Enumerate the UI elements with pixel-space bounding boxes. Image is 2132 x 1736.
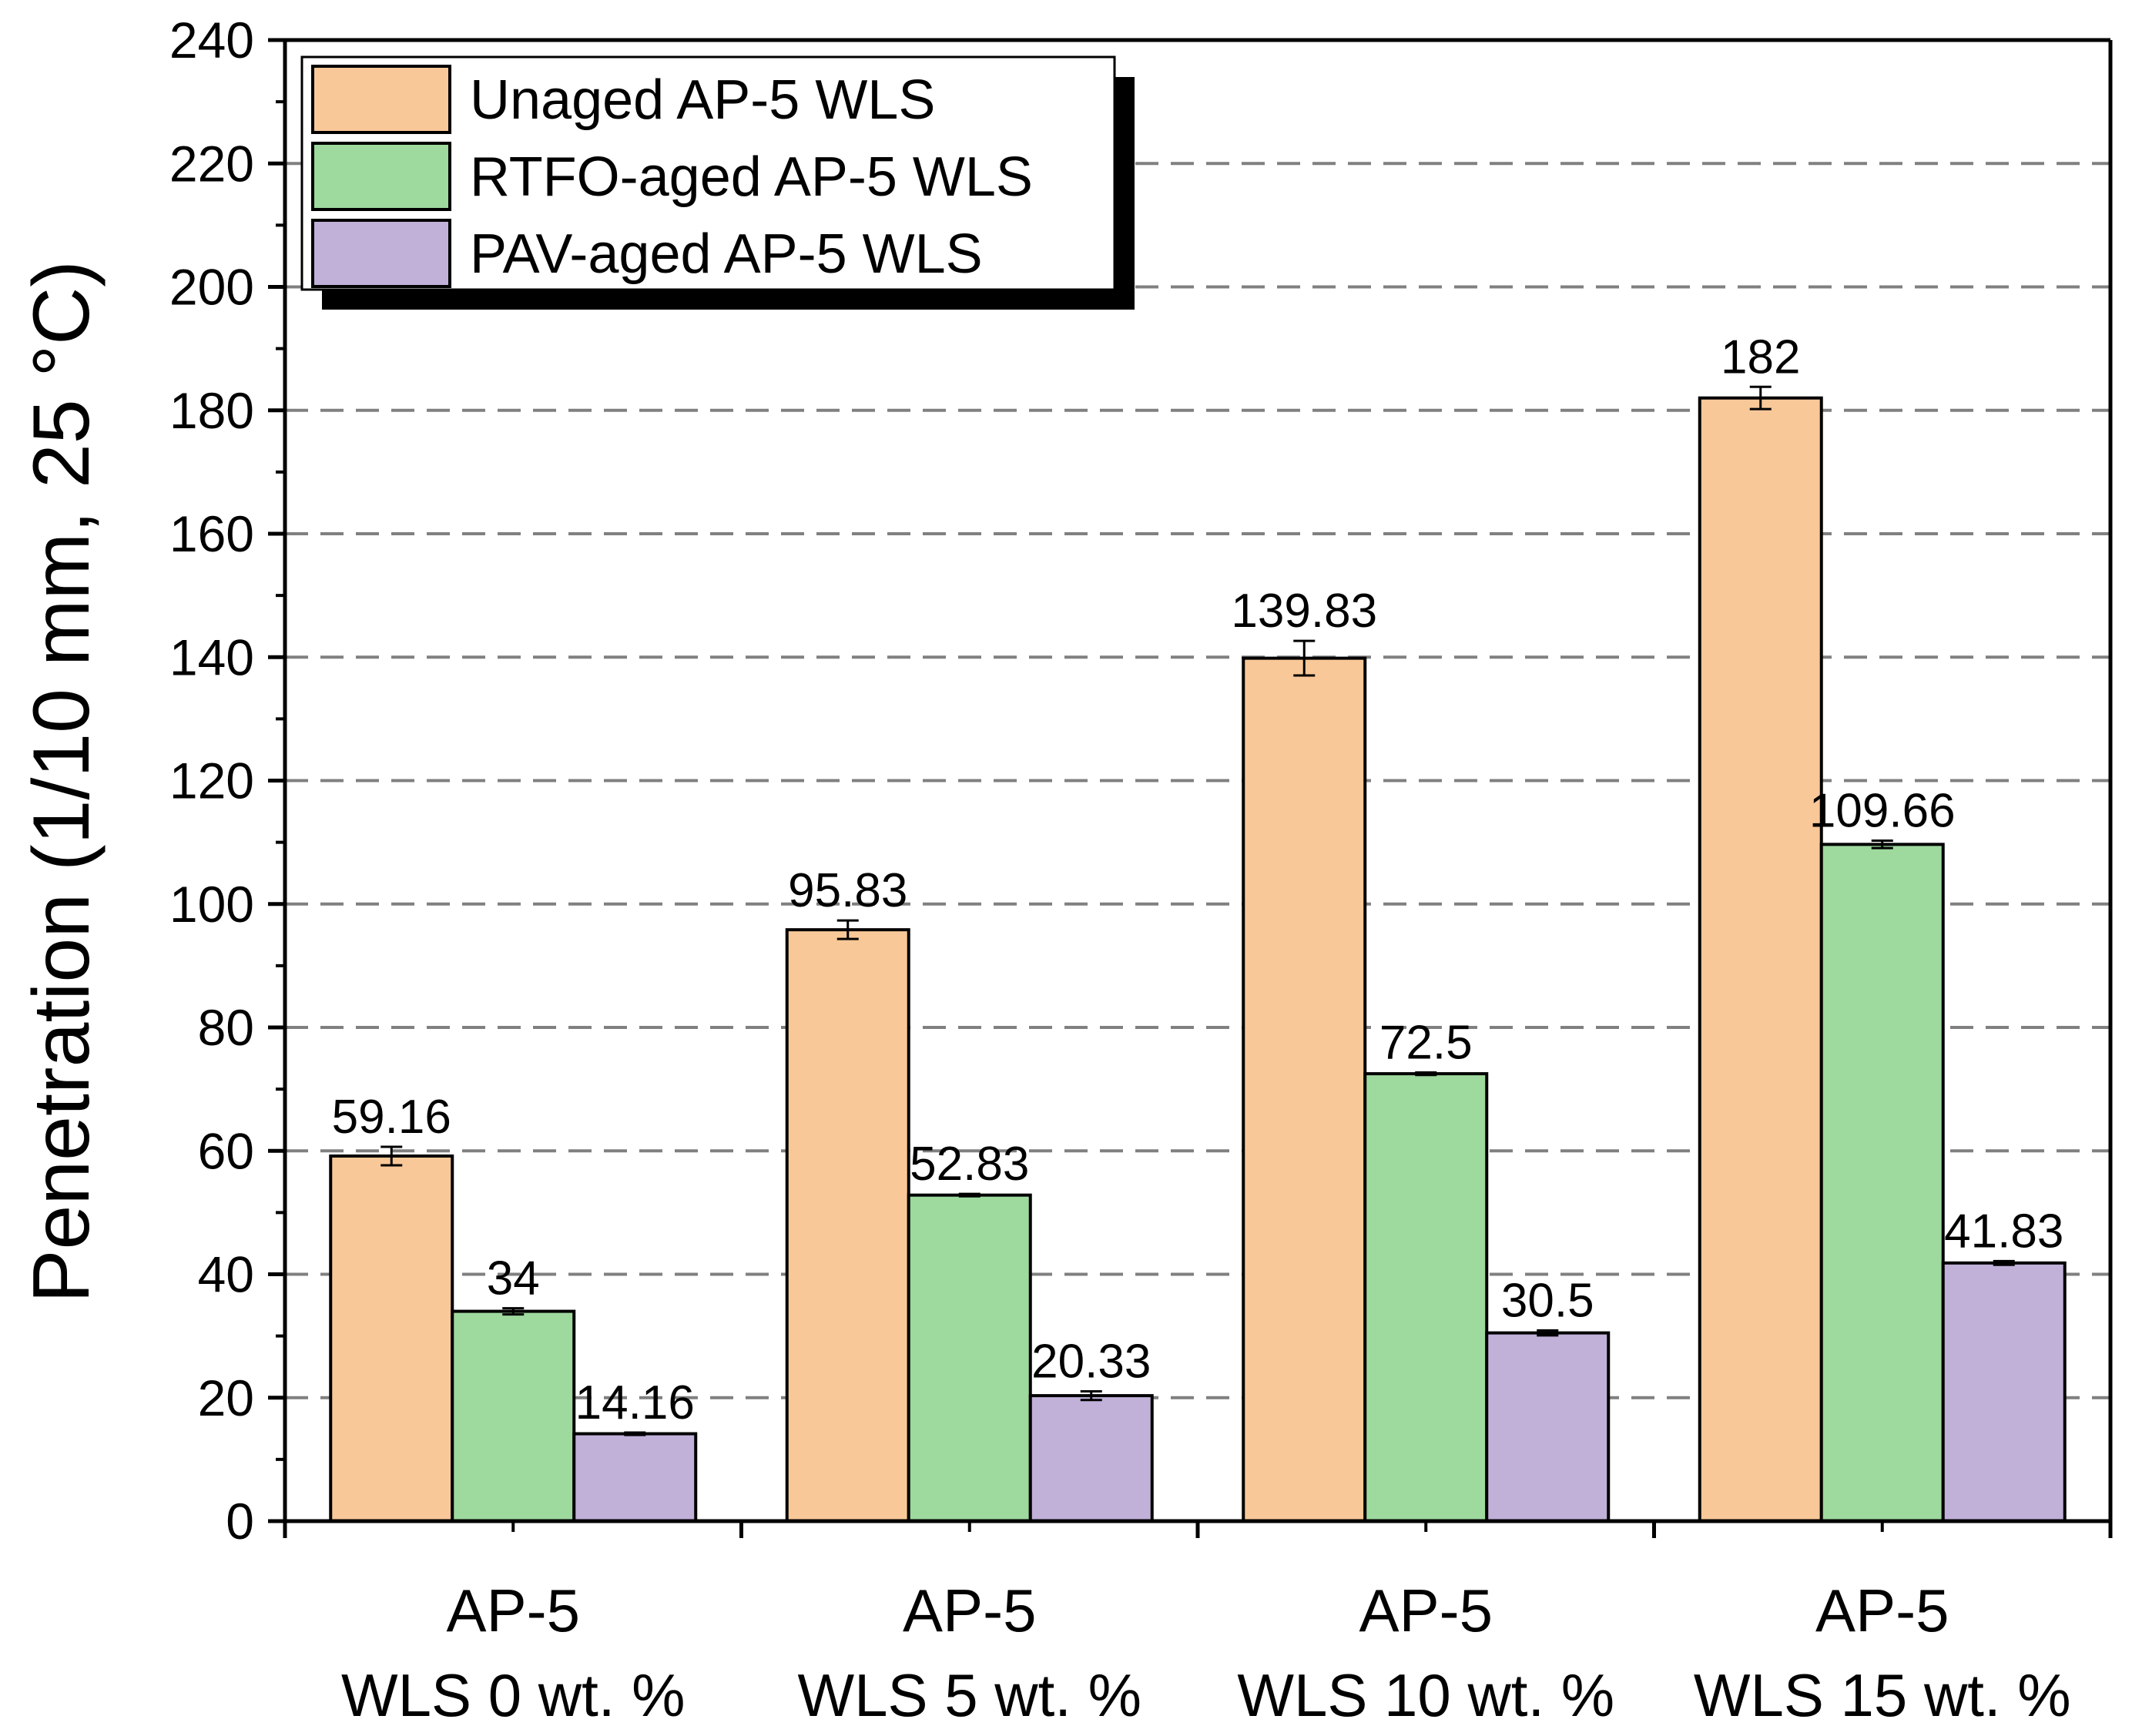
- category-labels: AP-5 WLS 0 wt. % AP-5 WLS 5 wt. % AP-5 WLS 10…: [341, 1577, 2071, 1729]
- tick-labels: 0 20 40 60 80 100 120 140 160 180 200 220 240: [169, 12, 254, 1550]
- y-axis-label: Penetration (1/10 mm, 25 °C): [17, 260, 106, 1303]
- category-label-line2-3: WLS 15 wt. %: [1694, 1661, 2071, 1729]
- y-tick-label-20: 20: [198, 1369, 254, 1426]
- y-tick-label-60: 60: [198, 1122, 254, 1179]
- y-tick-label-120: 120: [169, 752, 254, 809]
- data-label-series0-cat1: 95.83: [788, 864, 907, 917]
- y-tick-label-40: 40: [198, 1246, 254, 1303]
- category-label-line2-2: WLS 10 wt. %: [1237, 1661, 1614, 1729]
- category-label-line1-0: AP-5: [447, 1577, 580, 1644]
- bar-series1-cat3: [1819, 843, 1945, 1523]
- bar-series2-cat3: [1941, 1261, 2067, 1523]
- bar-series0-cat2: [1242, 656, 1367, 1523]
- category-label-line1-2: AP-5: [1359, 1577, 1493, 1644]
- legend-swatch-2: [311, 219, 451, 288]
- error-bars: [380, 385, 2015, 1436]
- bar-series2-cat2: [1485, 1331, 1611, 1523]
- data-label-series1-cat0: 34: [487, 1252, 540, 1305]
- y-tick-label-240: 240: [169, 12, 254, 69]
- data-label-series2-cat1: 20.33: [1031, 1335, 1151, 1388]
- category-label-line2-0: WLS 0 wt. %: [341, 1661, 685, 1729]
- data-label-series0-cat3: 182: [1721, 330, 1800, 384]
- y-tick-label-220: 220: [169, 135, 254, 192]
- bar-series2-cat1: [1028, 1394, 1154, 1523]
- data-labels: 59.16 95.83 139.83 182 34 52.83 72.5 109.66 14.1…: [332, 330, 2064, 1429]
- y-tick-label-0: 0: [226, 1493, 254, 1550]
- bar-series0-cat1: [785, 928, 910, 1523]
- y-tick-label-180: 180: [169, 382, 254, 439]
- data-label-series2-cat2: 30.5: [1501, 1274, 1594, 1327]
- legend-label-1: RTFO-aged AP-5 WLS: [470, 146, 1033, 208]
- category-label-line2-1: WLS 5 wt. %: [798, 1661, 1141, 1729]
- data-label-series1-cat1: 52.83: [910, 1138, 1029, 1191]
- data-label-series0-cat2: 139.83: [1231, 585, 1377, 638]
- data-label-series0-cat0: 59.16: [332, 1091, 451, 1144]
- legend-label-2: PAV-aged AP-5 WLS: [470, 223, 983, 285]
- data-label-series1-cat2: 72.5: [1379, 1016, 1473, 1069]
- bar-series1-cat2: [1363, 1072, 1489, 1523]
- bar-series1-cat1: [907, 1193, 1032, 1523]
- axes: [268, 38, 2113, 1538]
- legend-label-0: Unaged AP-5 WLS: [470, 69, 935, 131]
- y-tick-label-140: 140: [169, 628, 254, 685]
- y-tick-label-80: 80: [198, 999, 254, 1056]
- category-label-line1-3: AP-5: [1815, 1577, 1949, 1644]
- data-label-series1-cat3: 109.66: [1809, 785, 1956, 838]
- data-label-series2-cat0: 14.16: [575, 1376, 695, 1429]
- bar-series0-cat3: [1698, 396, 1823, 1523]
- legend-swatch-1: [311, 142, 451, 211]
- bars: [329, 396, 2067, 1523]
- y-tick-label-160: 160: [169, 505, 254, 562]
- y-tick-label-100: 100: [169, 876, 254, 933]
- legend: Unaged AP-5 WLS RTFO-aged AP-5 WLS PAV-age…: [300, 55, 1135, 310]
- bar-series2-cat0: [572, 1432, 698, 1523]
- bar-series0-cat0: [329, 1154, 454, 1523]
- bar-series1-cat0: [451, 1309, 576, 1523]
- category-label-line1-1: AP-5: [903, 1577, 1036, 1644]
- data-label-series2-cat3: 41.83: [1944, 1205, 2063, 1258]
- y-tick-label-200: 200: [169, 259, 254, 316]
- legend-swatch-0: [311, 65, 451, 134]
